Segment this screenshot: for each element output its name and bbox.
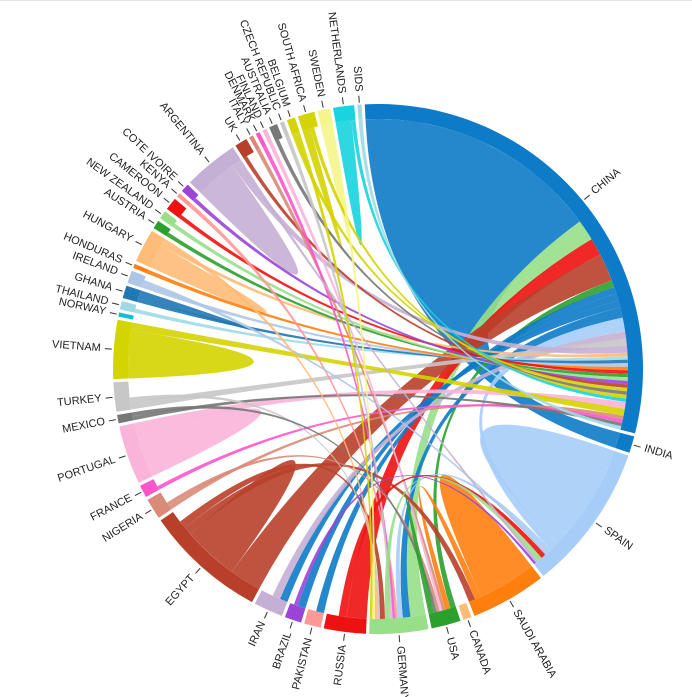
tick-finland [260, 122, 263, 128]
arc-netherlands [333, 105, 355, 123]
arc-canada [459, 603, 472, 620]
tick-kenya [172, 189, 177, 194]
tick-turkey [106, 397, 113, 398]
label-egypt: EGYPT [163, 572, 197, 608]
tick-pakistan [310, 628, 312, 635]
arc-france [140, 479, 159, 497]
label-sweden: SWEDEN [305, 48, 327, 98]
tick-nigeria [145, 510, 151, 514]
arc-belgium [287, 117, 300, 134]
tick-belgium [288, 110, 290, 117]
tick-vietnam [105, 349, 112, 350]
arc-norway [118, 312, 134, 319]
tick-ghana [116, 289, 123, 291]
tick-france [135, 492, 141, 495]
tick-uk [236, 135, 240, 141]
arc-uk [235, 139, 253, 158]
label-germany: GERMANY [394, 646, 410, 697]
tick-egypt [196, 568, 201, 573]
tick-italy [247, 129, 250, 135]
arc-south-africa [298, 112, 318, 131]
label-argentina: ARGENTINA [157, 100, 207, 158]
tick-india [634, 445, 641, 447]
label-portugal: PORTUGAL [56, 454, 117, 485]
tick-cameroon [164, 198, 169, 202]
arc-australia [269, 124, 283, 141]
label-pakistan: PAKISTAN [290, 637, 315, 691]
label-iran: IRAN [246, 619, 268, 648]
label-russia: RUSSIA [332, 643, 349, 686]
label-mexico: MEXICO [61, 416, 106, 436]
tick-mexico [109, 420, 116, 421]
tick-hungary [136, 241, 142, 244]
tick-norway [110, 313, 117, 314]
label-sids: SIDS [351, 66, 365, 92]
arc-sweden [317, 108, 332, 125]
label-usa: USA [444, 636, 462, 662]
tick-denmark [253, 125, 256, 131]
tick-brazil [290, 622, 292, 629]
arc-nigeria [148, 492, 172, 517]
tick-argentina [205, 157, 209, 162]
tick-australia [269, 117, 272, 123]
arc-thailand [120, 301, 137, 313]
tick-austria [148, 220, 154, 224]
arc-turkey [113, 382, 131, 412]
tick-new-zealand [155, 210, 161, 214]
tick-thailand [112, 303, 119, 305]
tick-ireland [121, 274, 128, 276]
ribbon-layer [128, 119, 628, 619]
tick-usa [447, 627, 449, 634]
tick-germany [399, 635, 400, 642]
tick-portugal [119, 456, 126, 458]
arc-mexico [117, 412, 133, 423]
tick-netherlands [342, 97, 343, 104]
tick-south-africa [304, 105, 306, 112]
label-saudi-arabia: SAUDI ARABIA [510, 608, 559, 681]
tick-cote-ivoire [178, 182, 183, 187]
label-spain: SPAIN [602, 524, 635, 552]
label-turkey: TURKEY [57, 392, 103, 409]
label-vietnam: VIETNAM [52, 339, 102, 355]
tick-russia [344, 634, 345, 641]
tick-sweden [322, 101, 323, 108]
arc-sids [357, 105, 362, 120]
label-india: INDIA [643, 443, 675, 463]
label-netherlands: NETHERLANDS [325, 11, 348, 94]
tick-canada [468, 620, 470, 627]
tick-china [584, 195, 589, 199]
label-canada: CANADA [466, 629, 493, 677]
tick-honduras [126, 262, 132, 265]
tick-saudi-arabia [510, 601, 513, 607]
label-china: CHINA [589, 166, 624, 197]
arc-czech-republic [280, 121, 289, 136]
tick-spain [596, 523, 602, 527]
tick-iran [264, 612, 267, 618]
label-brazil: BRAZIL [271, 630, 295, 670]
tick-czech-republic [279, 114, 282, 121]
